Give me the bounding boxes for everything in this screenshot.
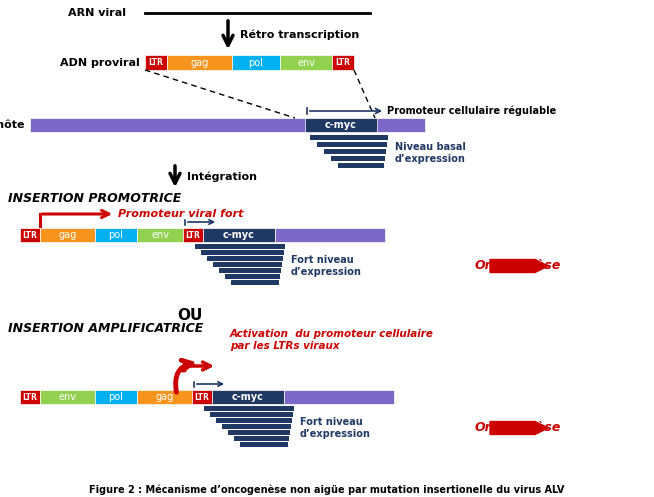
Bar xyxy=(195,244,285,249)
Bar xyxy=(240,442,288,447)
Bar xyxy=(95,390,137,404)
Text: Fort niveau
d’expression: Fort niveau d’expression xyxy=(291,255,362,277)
Bar xyxy=(192,390,212,404)
Text: gag: gag xyxy=(156,392,173,402)
Text: pol: pol xyxy=(109,392,124,402)
Bar xyxy=(331,156,385,161)
Text: Intégration: Intégration xyxy=(187,171,257,182)
Bar xyxy=(280,55,332,70)
Text: LTR: LTR xyxy=(22,231,37,240)
Text: c-myc: c-myc xyxy=(232,392,264,402)
Text: pol: pol xyxy=(249,58,264,68)
Bar xyxy=(30,118,425,132)
Bar xyxy=(40,228,95,242)
FancyArrow shape xyxy=(490,421,548,434)
Text: Oncogenèse: Oncogenèse xyxy=(475,259,561,272)
Bar xyxy=(216,418,292,423)
Bar xyxy=(310,135,388,140)
Bar xyxy=(332,55,354,70)
Bar xyxy=(231,280,279,285)
Bar xyxy=(275,228,385,242)
Text: Oncogenèse: Oncogenèse xyxy=(475,421,561,434)
Bar xyxy=(284,390,394,404)
Bar xyxy=(317,142,387,147)
Text: LTR: LTR xyxy=(22,393,37,402)
Bar xyxy=(338,163,384,168)
Bar xyxy=(212,390,284,404)
Bar xyxy=(219,268,281,273)
Bar xyxy=(210,412,293,417)
Text: Génome de l’hôte: Génome de l’hôte xyxy=(0,120,25,130)
Bar xyxy=(207,256,283,261)
Bar xyxy=(213,262,282,267)
Bar xyxy=(183,228,203,242)
Bar xyxy=(201,250,284,255)
Bar xyxy=(167,55,232,70)
Text: Promoteur viral fort: Promoteur viral fort xyxy=(118,209,243,219)
Text: OU: OU xyxy=(177,309,203,324)
Text: LTR: LTR xyxy=(336,58,351,67)
Text: Fort niveau
d’expression: Fort niveau d’expression xyxy=(300,417,371,439)
Text: ARN viral: ARN viral xyxy=(68,8,126,18)
Bar xyxy=(145,55,167,70)
Text: env: env xyxy=(151,230,169,240)
Text: c-myc: c-myc xyxy=(325,120,357,130)
Text: c-myc: c-myc xyxy=(223,230,255,240)
Text: LTR: LTR xyxy=(186,231,200,240)
Bar xyxy=(324,149,386,154)
FancyArrow shape xyxy=(490,259,548,272)
Bar xyxy=(232,55,280,70)
Text: INSERTION AMPLIFICATRICE: INSERTION AMPLIFICATRICE xyxy=(8,322,203,334)
Bar xyxy=(20,390,40,404)
Text: pol: pol xyxy=(109,230,124,240)
Text: Figure 2 : Mécanisme d’oncogenèse non aigüe par mutation insertionelle du virus : Figure 2 : Mécanisme d’oncogenèse non ai… xyxy=(90,485,564,495)
Bar xyxy=(225,274,280,279)
FancyArrowPatch shape xyxy=(176,360,192,392)
Text: env: env xyxy=(58,392,77,402)
Bar xyxy=(40,390,95,404)
Text: ADN proviral: ADN proviral xyxy=(60,58,140,68)
Bar xyxy=(305,118,377,132)
Bar xyxy=(234,436,289,441)
Text: LTR: LTR xyxy=(194,393,209,402)
Text: INSERTION PROMOTRICE: INSERTION PROMOTRICE xyxy=(8,191,181,204)
Text: Niveau basal
d’expression: Niveau basal d’expression xyxy=(395,142,466,164)
Text: Rétro transcription: Rétro transcription xyxy=(240,30,359,40)
Bar xyxy=(228,430,290,435)
Text: LTR: LTR xyxy=(148,58,164,67)
Bar xyxy=(137,390,192,404)
Bar xyxy=(95,228,137,242)
Bar xyxy=(203,228,275,242)
Text: gag: gag xyxy=(190,58,209,68)
Bar xyxy=(20,228,40,242)
Bar xyxy=(137,228,183,242)
Text: Promoteur cellulaire régulable: Promoteur cellulaire régulable xyxy=(387,106,557,116)
Bar xyxy=(222,424,291,429)
Text: env: env xyxy=(297,58,315,68)
Text: gag: gag xyxy=(58,230,77,240)
Bar xyxy=(204,406,294,411)
Text: Activation  du promoteur cellulaire
par les LTRs viraux: Activation du promoteur cellulaire par l… xyxy=(230,329,434,351)
